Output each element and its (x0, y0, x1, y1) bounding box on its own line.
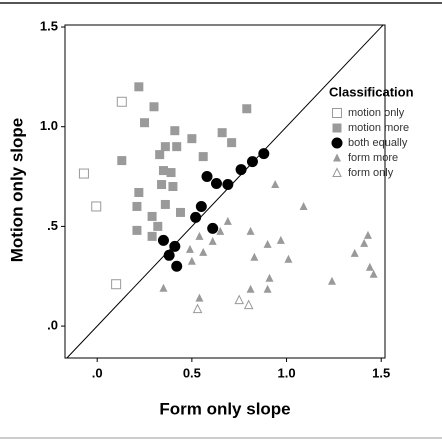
x-tick-label: .0 (92, 365, 103, 380)
legend-marker (332, 108, 342, 118)
point (157, 234, 169, 246)
point (117, 156, 127, 166)
point (216, 226, 225, 235)
y-tick-label: 1.5 (40, 18, 58, 33)
point (190, 211, 202, 223)
point (227, 138, 237, 148)
point (155, 150, 165, 160)
point (246, 284, 255, 293)
point (160, 142, 170, 152)
point (149, 102, 159, 112)
point (265, 273, 274, 282)
legend-marker (333, 153, 341, 162)
point (192, 303, 203, 314)
legend-marker (332, 123, 342, 133)
point (235, 164, 247, 176)
point (187, 134, 197, 144)
point (208, 236, 217, 245)
legend-label: form only (348, 167, 394, 179)
point (217, 128, 227, 138)
legend-marker (331, 137, 343, 149)
point (169, 240, 181, 252)
point (223, 216, 232, 225)
point (132, 201, 142, 211)
point (299, 201, 308, 210)
point (199, 247, 208, 256)
y-tick-label: 1.0 (40, 118, 58, 133)
point (195, 200, 207, 212)
point (250, 252, 259, 261)
plot-frame (64, 24, 386, 359)
point (158, 166, 168, 176)
point (91, 201, 102, 212)
point (201, 171, 213, 183)
point (111, 279, 122, 290)
point (195, 231, 204, 240)
point (363, 230, 372, 239)
point (166, 168, 176, 178)
x-tick-label: 1.0 (277, 365, 295, 380)
point (147, 231, 157, 241)
legend-marker (332, 167, 342, 177)
point (195, 293, 204, 302)
point (360, 238, 369, 247)
point (263, 284, 272, 293)
point (134, 82, 144, 92)
point (242, 104, 252, 114)
point (132, 225, 142, 235)
point (153, 221, 163, 231)
legend-title: Classification (329, 84, 414, 99)
point (157, 180, 167, 190)
point (198, 152, 208, 162)
point (246, 226, 255, 235)
point (170, 126, 180, 136)
point (271, 180, 280, 189)
point (284, 254, 293, 263)
point (140, 118, 150, 128)
point (171, 260, 183, 272)
point (369, 269, 378, 278)
point (159, 283, 168, 292)
point (246, 156, 258, 168)
y-axis-title: Motion only slope (7, 118, 26, 263)
legend-label: form more (348, 152, 398, 164)
point (234, 294, 245, 305)
x-axis-title: Form only slope (159, 399, 290, 418)
point (276, 235, 285, 244)
point (185, 244, 194, 253)
point (210, 178, 222, 190)
legend-label: motion more (348, 122, 409, 134)
point (168, 182, 178, 192)
point (172, 142, 182, 152)
legend-label: motion only (348, 107, 405, 119)
point (163, 249, 175, 261)
point (365, 262, 374, 271)
point (116, 96, 127, 107)
y-tick-label: .0 (47, 318, 58, 333)
point (147, 211, 157, 221)
x-tick-label: 1.5 (372, 365, 390, 380)
point (243, 299, 254, 310)
point (350, 248, 359, 257)
point (207, 222, 219, 234)
point (258, 148, 270, 160)
legend-label: both equally (348, 137, 408, 149)
point (222, 179, 234, 191)
identity-line (66, 24, 384, 359)
x-tick-label: 0.5 (183, 365, 201, 380)
point (160, 199, 170, 209)
point (327, 276, 336, 285)
point (78, 168, 89, 179)
point (176, 207, 186, 217)
y-tick-label: .5 (47, 218, 58, 233)
point (134, 187, 144, 197)
point (187, 256, 196, 265)
point (263, 239, 272, 248)
